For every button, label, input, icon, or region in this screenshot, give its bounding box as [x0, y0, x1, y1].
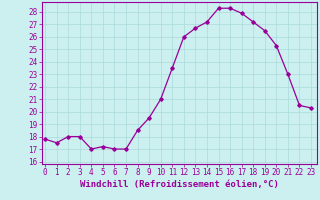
X-axis label: Windchill (Refroidissement éolien,°C): Windchill (Refroidissement éolien,°C): [80, 180, 279, 189]
